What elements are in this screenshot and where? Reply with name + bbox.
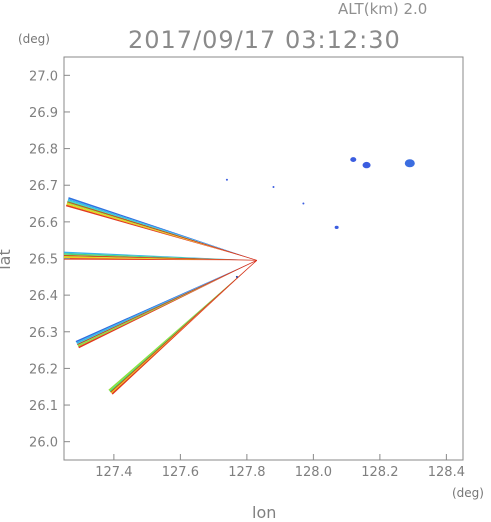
beam-core (67, 201, 257, 261)
axis-ticks: 127.4 127.6 127.8 128.0 128.2 128.4 26.0 26.1 26… (29, 69, 465, 480)
radar-beam (63, 251, 257, 261)
y-tick-label: 26.3 (29, 326, 58, 341)
x-tick-label: 127.8 (228, 465, 265, 480)
x-tick-label: 127.6 (162, 465, 199, 480)
radar-beam (75, 259, 258, 349)
echo-point (404, 159, 415, 168)
beam-core (110, 260, 258, 393)
x-tick-label: 128.2 (361, 465, 398, 480)
beam-band (77, 260, 257, 347)
y-tick-label: 26.6 (29, 216, 58, 231)
y-tick-label: 26.9 (29, 106, 58, 121)
x-tick-label: 127.4 (95, 465, 132, 480)
y-tick-label: 26.4 (29, 289, 58, 304)
y-tick-label: 26.2 (29, 362, 58, 377)
altitude-label: ALT(km) 2.0 (338, 0, 428, 18)
radar-beam (108, 260, 258, 395)
beam-band (75, 260, 257, 343)
y-tick-label: 26.7 (29, 179, 58, 194)
beam-band (63, 258, 257, 261)
beam-core (77, 259, 258, 345)
x-tick-label: 128.4 (428, 465, 465, 480)
echo-point (302, 202, 305, 205)
beam-band (64, 253, 257, 261)
echo-point (362, 161, 371, 169)
beam-band (64, 251, 257, 261)
beam-band (67, 198, 257, 261)
plot-marks (63, 157, 415, 395)
x-tick-label: 128.0 (295, 465, 332, 480)
beam-band (108, 260, 257, 391)
chart-title-datetime: 2017/09/17 03:12:30 (128, 26, 401, 54)
beam-band (111, 260, 257, 395)
echo-point (334, 225, 339, 229)
beam-band (68, 197, 257, 261)
x-axis-label: lon (252, 503, 277, 522)
y-tick-label: 26.5 (29, 253, 58, 268)
y-axis-unit: (deg) (18, 32, 50, 46)
echo-point (235, 275, 238, 278)
beam-band (78, 260, 257, 349)
y-tick-label: 27.0 (29, 69, 58, 84)
y-tick-label: 26.8 (29, 143, 58, 158)
beam-band (65, 204, 257, 261)
x-axis-unit: (deg) (452, 486, 484, 500)
echo-point (350, 157, 357, 162)
y-tick-label: 26.0 (29, 436, 58, 451)
y-tick-label: 26.1 (29, 399, 58, 414)
echo-point (225, 178, 228, 181)
beam-core (63, 255, 257, 261)
echo-point (272, 186, 275, 189)
radar-beam (65, 197, 257, 261)
